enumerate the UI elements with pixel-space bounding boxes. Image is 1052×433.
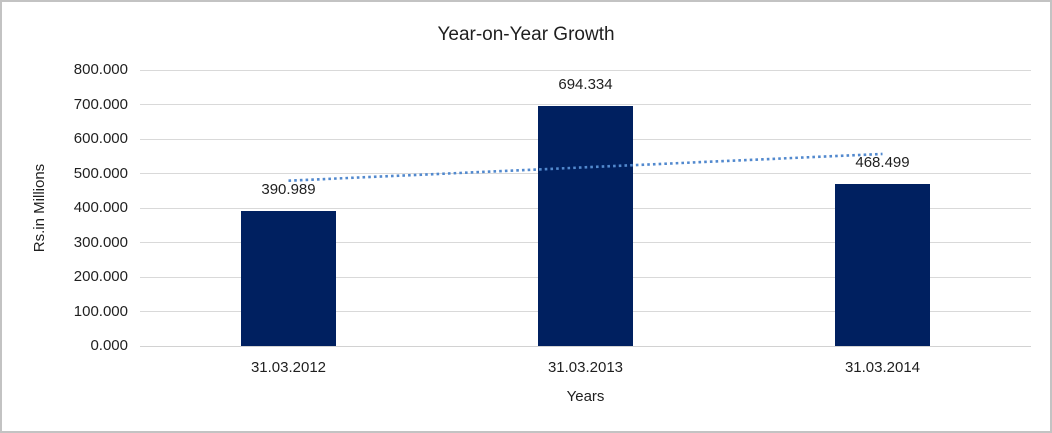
chart-title: Year-on-Year Growth	[437, 24, 615, 45]
x-axis-title: Years	[566, 388, 605, 405]
bar-31.03.2013	[538, 106, 633, 346]
bar-data-label: 468.499	[855, 154, 910, 172]
x-axis-tick-label: 31.03.2014	[844, 359, 921, 376]
y-axis-tick-label: 500.000	[73, 164, 128, 182]
y-axis-tick-label: 200.000	[73, 268, 128, 285]
y-axis-tick-label: 700.000	[73, 95, 128, 113]
bar-31.03.2012	[241, 211, 336, 346]
bar-31.03.2014	[835, 184, 930, 346]
gridline	[140, 104, 1031, 105]
y-axis-tick-label: 800.000	[73, 61, 128, 78]
y-axis-tick-label: 300.000	[73, 233, 128, 251]
gridline	[140, 69, 1031, 71]
bar-data-label: 694.334	[558, 76, 613, 94]
bar-data-label: 390.989	[261, 181, 316, 199]
x-axis-tick-label: 31.03.2012	[250, 359, 327, 376]
x-axis-line	[140, 345, 1031, 347]
y-axis-tick-label: 0.000	[90, 337, 128, 354]
y-axis-tick-label: 600.000	[73, 130, 128, 147]
y-axis-tick-label: 400.000	[73, 199, 128, 216]
y-axis-tick-label: 100.000	[73, 302, 128, 320]
x-axis-tick-label: 31.03.2013	[547, 359, 624, 376]
